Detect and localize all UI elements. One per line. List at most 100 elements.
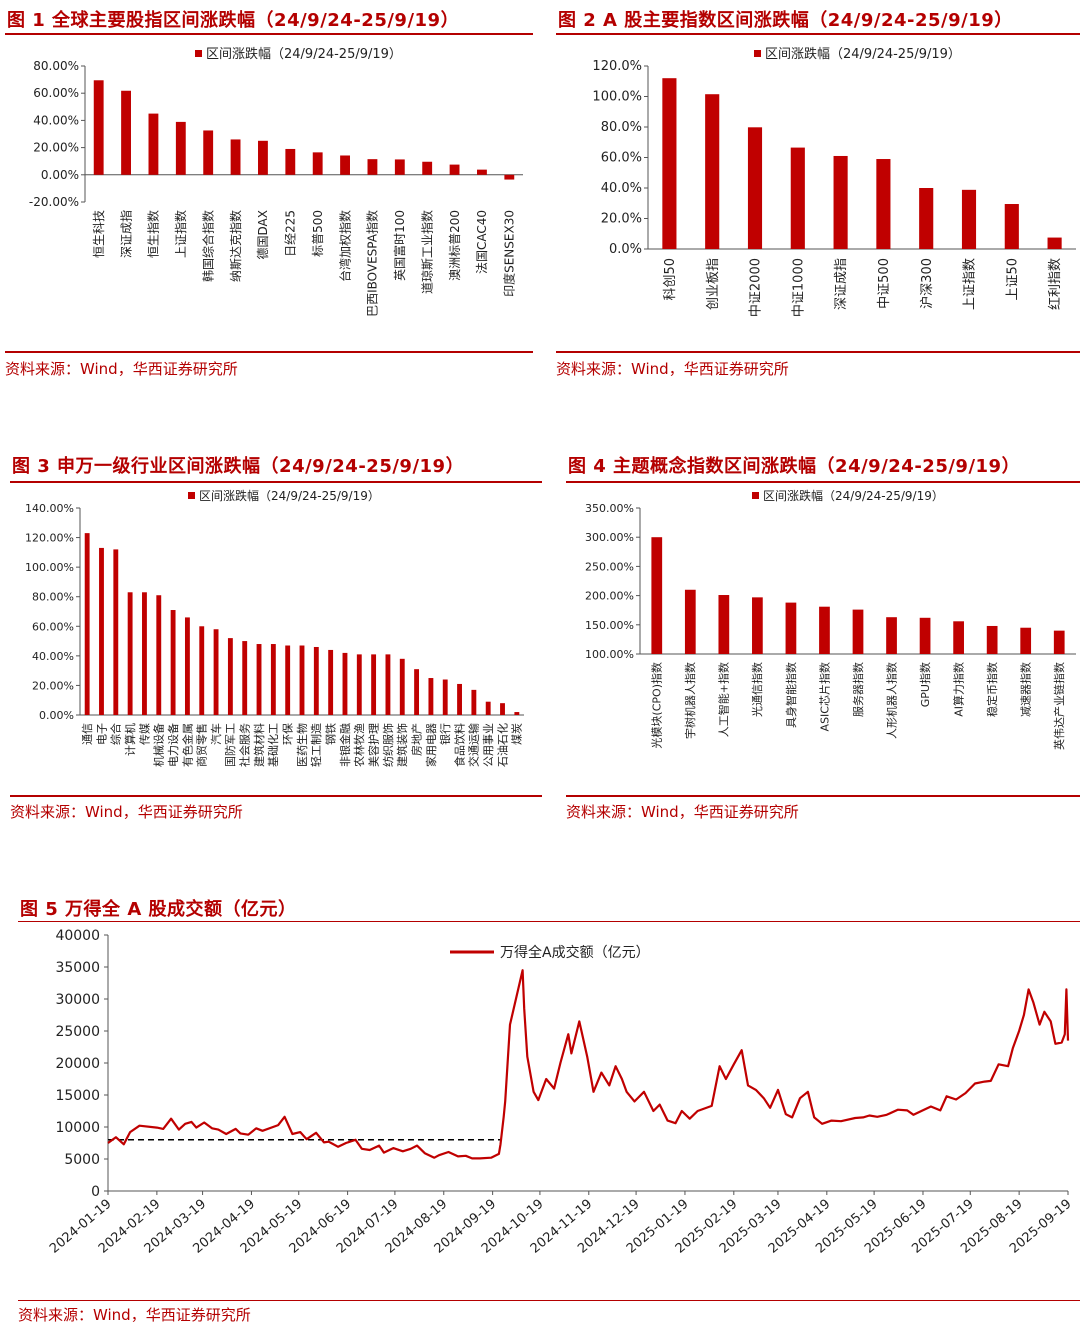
category-label: 科创50 xyxy=(663,258,678,301)
category-label: 稳定币指数 xyxy=(985,662,999,717)
category-label: 银行 xyxy=(438,723,452,745)
bar xyxy=(651,537,663,654)
category-label: 澳洲标普200 xyxy=(448,210,462,281)
category-label: 环保 xyxy=(281,723,295,745)
category-label: 计算机 xyxy=(123,723,137,756)
category-label: 公用事业 xyxy=(482,723,495,767)
y-tick-label: 100.00% xyxy=(25,561,74,574)
category-label: 深证成指 xyxy=(834,258,849,310)
category-label: 法国CAC40 xyxy=(475,210,489,274)
category-label: 上证50 xyxy=(1005,258,1020,301)
bar xyxy=(113,549,119,715)
category-label: 光通信指数 xyxy=(750,662,764,717)
y-tick-label: 60.0% xyxy=(601,151,642,166)
bar xyxy=(1020,627,1032,654)
legend-label: 万得全A成交额（亿元） xyxy=(500,944,650,961)
legend-swatch xyxy=(754,50,761,57)
y-tick-label: 120.0% xyxy=(592,59,642,74)
bar xyxy=(230,139,241,175)
category-label: 沪深300 xyxy=(919,258,935,309)
legend-swatch xyxy=(188,492,195,499)
figure-5: 图 5 万得全 A 股成交额（亿元） 0 5000 10000 15000 20000 2… xyxy=(18,893,1080,1331)
y-tick-label: 100.0% xyxy=(592,90,642,105)
category-label: 建筑材料 xyxy=(252,723,266,767)
figure-3: 图 3 申万一级行业区间涨跌幅（24/9/24-25/9/19） 0.00% 20… xyxy=(10,448,542,830)
category-label: 道琼斯工业指数 xyxy=(419,210,434,294)
bar xyxy=(121,90,131,175)
figure-3-source: 资料来源：Wind，华西证券研究所 xyxy=(10,803,243,821)
y-tick-label: 60.00% xyxy=(33,86,79,100)
legend-label: 区间涨跌幅（24/9/24-25/9/19） xyxy=(763,488,944,503)
figure-5-source: 资料来源：Wind，华西证券研究所 xyxy=(18,1306,251,1324)
bar xyxy=(371,654,377,715)
category-label: 商贸零售 xyxy=(195,723,209,767)
category-label: 综合 xyxy=(109,723,123,745)
category-label: 标普500 xyxy=(311,210,325,257)
y-tick-label: 120.00% xyxy=(25,532,74,545)
category-label: 传媒 xyxy=(138,723,151,745)
y-tick-label: 80.00% xyxy=(33,59,79,73)
legend-label: 区间涨跌幅（24/9/24-25/9/19） xyxy=(199,488,380,503)
bar xyxy=(213,629,219,715)
bar xyxy=(99,547,104,715)
category-label: 韩国综合指数 xyxy=(200,210,215,282)
bar xyxy=(471,689,477,715)
category-label: 日经225 xyxy=(284,210,298,257)
bar xyxy=(833,155,848,249)
bar xyxy=(500,703,505,715)
category-label: 印度SENSEX30 xyxy=(502,210,517,297)
bar xyxy=(184,617,190,715)
bar xyxy=(852,609,864,654)
category-label: 石油石化 xyxy=(495,723,509,767)
y-tick-label: 35000 xyxy=(55,960,100,976)
y-tick-label: -20.00% xyxy=(29,195,79,209)
y-tick-label: 40.00% xyxy=(33,113,79,127)
category-label: 房地产 xyxy=(409,723,423,756)
y-tick-label: 60.00% xyxy=(32,620,74,633)
bar xyxy=(142,592,147,715)
bar xyxy=(258,140,268,175)
y-tick-label: 100.00% xyxy=(585,648,634,661)
category-label: 美容护理 xyxy=(366,723,380,767)
legend-label: 区间涨跌幅（24/9/24-25/9/19） xyxy=(765,46,961,62)
bar xyxy=(242,641,248,715)
bar xyxy=(705,94,720,250)
category-label: 恒生指数 xyxy=(146,210,161,258)
y-tick-label: 80.00% xyxy=(32,591,74,604)
category-label: 巴西IBOVESPA指数 xyxy=(365,210,380,317)
bar xyxy=(342,652,348,715)
bar xyxy=(961,189,977,249)
category-label: 红利指数 xyxy=(1047,258,1063,310)
bar xyxy=(684,589,696,654)
bar xyxy=(428,678,434,715)
category-label: 人形机器人指数 xyxy=(884,662,898,739)
y-tick-label: 20.00% xyxy=(32,679,74,692)
bar xyxy=(876,159,891,249)
bar xyxy=(156,595,162,715)
bar xyxy=(442,679,448,715)
category-label: 通信 xyxy=(81,723,94,745)
category-label: ASIC芯片指数 xyxy=(817,662,831,731)
bar xyxy=(819,606,830,654)
bar xyxy=(449,164,460,175)
y-tick-label: 300.00% xyxy=(585,531,634,544)
y-tick-label: 20.00% xyxy=(33,141,79,155)
bar xyxy=(313,646,319,715)
category-label: 中证1000 xyxy=(791,258,806,317)
bar xyxy=(919,617,931,654)
figure-2-title: 图 2 A 股主要指数区间涨跌幅（24/9/24-25/9/19） xyxy=(558,10,1013,31)
category-label: 深证成指 xyxy=(118,210,133,258)
y-tick-label: 10000 xyxy=(55,1120,100,1136)
bar xyxy=(385,654,391,715)
category-label: 机械设备 xyxy=(152,723,166,767)
bar xyxy=(285,645,291,715)
y-tick-label: 80.0% xyxy=(601,120,642,135)
y-tick-label: 40.0% xyxy=(601,181,642,196)
figure-3-title: 图 3 申万一级行业区间涨跌幅（24/9/24-25/9/19） xyxy=(12,456,465,477)
bar xyxy=(170,610,176,715)
category-label: 光模块(CPO)指数 xyxy=(650,662,664,749)
bar xyxy=(227,638,233,715)
y-tick-label: 0.0% xyxy=(609,242,642,257)
figure-5-title: 图 5 万得全 A 股成交额（亿元） xyxy=(20,899,297,920)
category-label: 电力设备 xyxy=(166,723,180,767)
